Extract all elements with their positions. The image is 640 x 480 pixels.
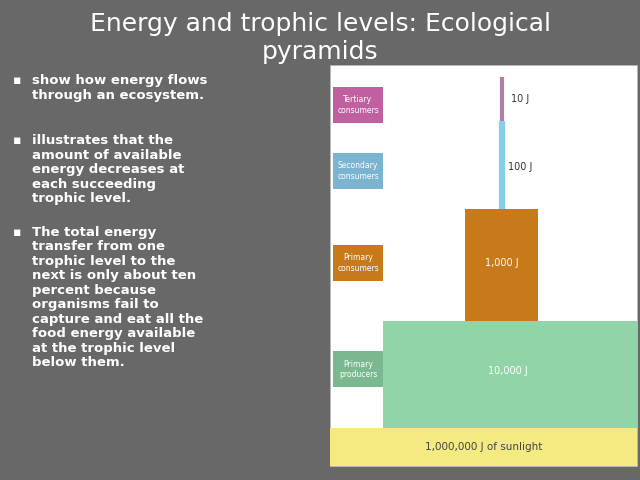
Text: ▪: ▪ [13, 74, 21, 87]
Text: 1,000 J: 1,000 J [485, 258, 518, 268]
Text: Primary
consumers: Primary consumers [337, 253, 379, 273]
FancyBboxPatch shape [330, 65, 637, 466]
FancyBboxPatch shape [333, 351, 383, 387]
Text: 10 J: 10 J [511, 94, 529, 104]
Text: 10,000 J: 10,000 J [488, 366, 527, 376]
Text: 1,000,000 J of sunlight: 1,000,000 J of sunlight [424, 442, 542, 452]
FancyBboxPatch shape [383, 321, 637, 428]
FancyBboxPatch shape [333, 153, 383, 189]
FancyBboxPatch shape [333, 87, 383, 123]
Text: ▪: ▪ [13, 226, 21, 239]
Text: Secondary
consumers: Secondary consumers [337, 161, 379, 180]
FancyBboxPatch shape [465, 209, 538, 321]
Text: The total energy
transfer from one
trophic level to the
next is only about ten
p: The total energy transfer from one troph… [32, 226, 204, 369]
FancyBboxPatch shape [330, 428, 637, 466]
Text: Energy and trophic levels: Ecological
pyramids: Energy and trophic levels: Ecological py… [90, 12, 550, 64]
Text: Tertiary
consumers: Tertiary consumers [337, 95, 379, 115]
Text: Primary
producers: Primary producers [339, 360, 377, 379]
FancyBboxPatch shape [333, 245, 383, 281]
Text: illustrates that the
amount of available
energy decreases at
each succeeding
tro: illustrates that the amount of available… [32, 134, 184, 205]
Text: ▪: ▪ [13, 134, 21, 147]
Text: 100 J: 100 J [508, 162, 532, 172]
Text: show how energy flows
through an ecosystem.: show how energy flows through an ecosyst… [32, 74, 207, 102]
